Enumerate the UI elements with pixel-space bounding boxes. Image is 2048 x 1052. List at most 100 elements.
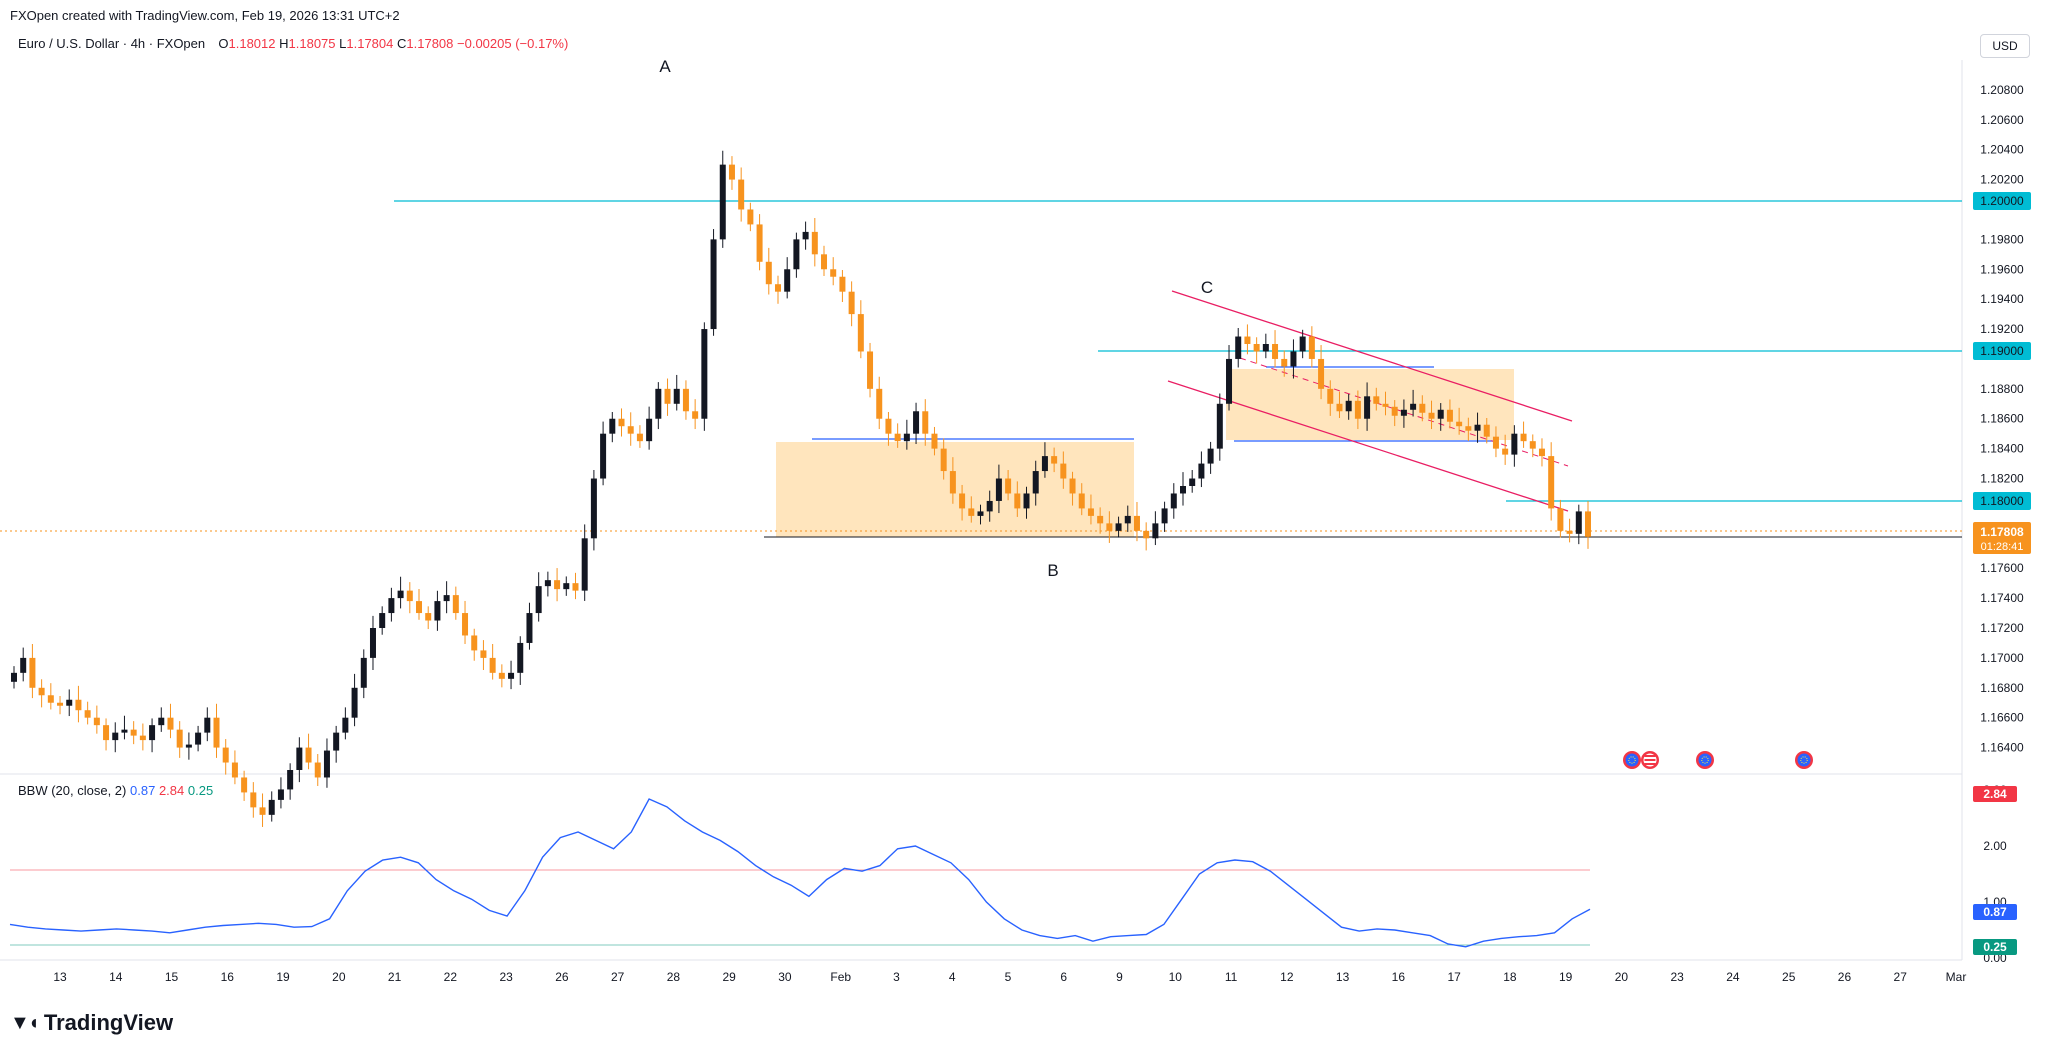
channel-upper-line[interactable] [1171, 290, 1573, 422]
candle [618, 408, 625, 437]
candle [1179, 472, 1186, 506]
change-value: −0.00205 (−0.17%) [457, 36, 569, 51]
time-tick-label: 4 [949, 970, 956, 984]
candle [977, 504, 984, 525]
price-chart[interactable]: A B C 1.20800 1.20600 1.20400 1.20200 1.1980… [0, 0, 2048, 1000]
candle [471, 628, 478, 661]
last-price-label: 1.17808 [1980, 525, 2024, 539]
candle [627, 412, 634, 446]
candle [986, 490, 993, 522]
time-tick-label: 9 [1116, 970, 1123, 984]
last-price-tag[interactable]: 1.17808 01:28:41 [1973, 522, 2031, 554]
candle [1133, 501, 1140, 542]
bbw-line[interactable] [9, 798, 1591, 948]
candle [1078, 483, 1085, 516]
bbw-legend[interactable]: BBW (20, close, 2) 0.87 2.84 0.25 [18, 783, 213, 798]
candle [876, 376, 883, 430]
time-tick-label: 25 [1782, 970, 1796, 984]
candle [406, 582, 413, 614]
candle [931, 426, 938, 456]
candle [103, 718, 110, 751]
candle [342, 707, 349, 740]
candle [1032, 460, 1039, 506]
candle [692, 399, 699, 430]
time-tick-label: 12 [1280, 970, 1294, 984]
candle [600, 421, 607, 486]
candle [443, 581, 450, 614]
candle [1115, 516, 1122, 538]
candle [830, 257, 837, 286]
time-tick-label: Mar [1946, 970, 1967, 984]
price-axis[interactable]: 1.20800 1.20600 1.20400 1.20200 1.19800 1.196… [1980, 83, 2024, 755]
bbw-lowest-tag: 0.25 [1973, 939, 2017, 955]
time-tick-label: 17 [1447, 970, 1461, 984]
level-tag-1-20000[interactable]: 1.20000 [1973, 192, 2031, 210]
price-tick-label: 1.18800 [1980, 382, 2024, 396]
price-tick-label: 1.19200 [1980, 322, 2024, 336]
candle [1566, 518, 1573, 543]
candle [1465, 417, 1472, 442]
candle [1262, 333, 1269, 359]
candle [29, 643, 36, 699]
candle [416, 588, 423, 620]
currency-button[interactable]: USD [1980, 34, 2030, 58]
candle [47, 683, 54, 710]
candle [1483, 417, 1490, 444]
candle [185, 732, 192, 760]
candle [489, 643, 496, 680]
time-tick-label: 11 [1225, 970, 1238, 984]
candle [425, 606, 432, 630]
time-tick-label: 27 [1894, 970, 1908, 984]
candle [968, 496, 975, 523]
candle [287, 763, 294, 800]
candle [581, 524, 588, 601]
candle [1041, 442, 1048, 478]
candle [11, 666, 17, 689]
tradingview-logo-icon: ▼◖ [10, 1011, 40, 1034]
candle [728, 156, 735, 190]
candle [1235, 328, 1242, 368]
time-tick-label: Feb [830, 970, 851, 984]
candle [590, 470, 597, 551]
us-event-icon[interactable] [1641, 751, 1659, 769]
high-value: 1.18075 [288, 36, 336, 51]
candle [38, 679, 45, 708]
candle [508, 660, 515, 690]
candle [867, 342, 874, 398]
candle [1226, 345, 1233, 411]
candle [93, 705, 100, 734]
time-tick-label: 13 [53, 970, 67, 984]
bbw-highest-tag: 2.84 [1973, 786, 2017, 802]
candle [544, 571, 551, 597]
candle [351, 673, 358, 727]
level-tag-1-18000[interactable]: 1.18000 [1973, 492, 2031, 510]
candle [1143, 522, 1150, 551]
candle [554, 568, 561, 602]
time-tick-label: 19 [1559, 970, 1573, 984]
eu-event-icon[interactable] [1696, 751, 1714, 769]
time-tick-label: 19 [276, 970, 290, 984]
bbw-value-lowest: 0.25 [187, 783, 214, 798]
candle [388, 587, 395, 622]
candle [277, 777, 284, 809]
time-axis[interactable]: 13 14 15 16 19 20 21 22 23 26 27 28 29 30 Feb 3 4 5 6 9 10 11… [53, 970, 1966, 984]
candle [719, 150, 726, 248]
level-tag-1-19000[interactable]: 1.19000 [1973, 342, 2031, 360]
time-tick-label: 13 [1336, 970, 1350, 984]
candle [231, 750, 238, 785]
candle [323, 738, 330, 788]
open-label: O [218, 36, 229, 51]
eu-event-icon[interactable] [1795, 751, 1813, 769]
candle [636, 425, 643, 448]
symbol-name[interactable]: Euro / U.S. Dollar · 4h · FXOpen [18, 36, 206, 51]
candle [839, 270, 846, 302]
time-tick-label: 10 [1169, 970, 1183, 984]
eu-event-icon[interactable] [1623, 751, 1641, 769]
candle [1152, 511, 1159, 546]
candle [1538, 438, 1545, 467]
channel-lower-line[interactable] [1167, 380, 1569, 512]
candle [1575, 504, 1582, 545]
tradingview-logo[interactable]: ▼◖ TradingView [10, 1010, 173, 1036]
candle [360, 649, 367, 699]
bbw-current-tag: 0.87 [1973, 904, 2017, 920]
